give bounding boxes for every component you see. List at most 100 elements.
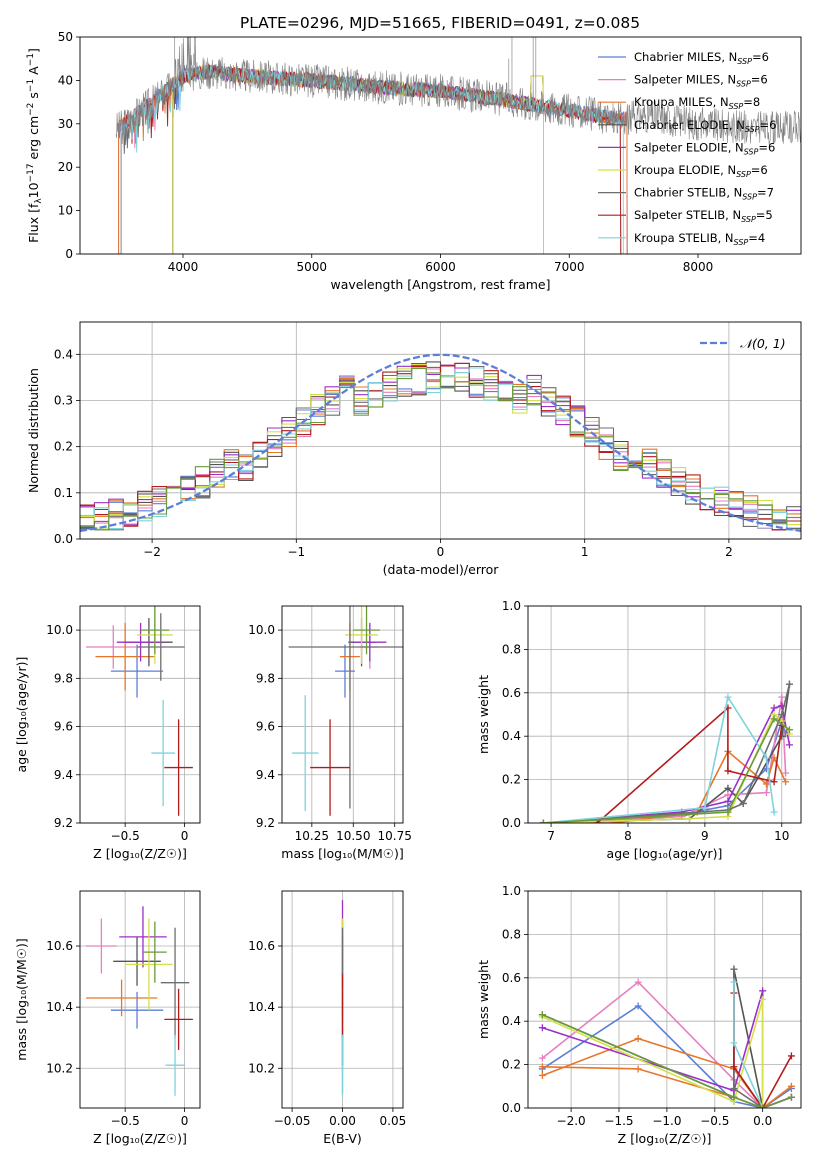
legend-label: Salpeter MILES, NSSP=6 [634, 73, 768, 89]
y-tick-label: 0 [65, 247, 73, 261]
x-tick-label: 10.75 [378, 829, 412, 843]
y-axis-label: mass [log₁₀(M/M☉)] [14, 938, 29, 1060]
axes-frame [281, 890, 404, 1109]
mass-weight-marker [724, 808, 732, 816]
y-tick-label: 9.6 [256, 720, 275, 734]
errorbar-point [164, 988, 193, 1050]
mass-weight-marker [782, 778, 790, 786]
mass-weight-line [543, 696, 787, 823]
model-spectrum-line [120, 64, 622, 254]
mass-weight-marker [762, 754, 770, 762]
y-tick-label: 0.6 [502, 971, 521, 985]
axes-frame [527, 605, 802, 824]
panel-mass-vs-Z: −0.5 0 10.2 10.4 10.6 Z [log₁₀(Z/Z☉)] mass [lo… [14, 890, 201, 1146]
errorbar-point [353, 622, 387, 662]
panel-spectrum: 4000 5000 6000 7000 8000 0 10 20 30 40 50 wavelengt… [26, 30, 802, 292]
y-tick-label: 10.0 [46, 623, 73, 637]
mass-weight-marker [778, 711, 786, 718]
legend-label: Kroupa MILES, NSSP=8 [634, 95, 760, 111]
mass-weight-line [542, 999, 764, 1108]
plot-area [538, 965, 795, 1108]
mass-weight-marker [787, 1093, 795, 1101]
y-tick-label: 10 [58, 204, 73, 218]
y-tick-label: 9.4 [256, 768, 275, 782]
errorbar-point [137, 613, 185, 681]
mass-weight-marker [730, 1093, 738, 1101]
mass-weight-marker [762, 789, 770, 797]
mass-weight-marker [685, 815, 693, 823]
x-tick-label: 8000 [683, 260, 714, 274]
y-tick-label: 10.4 [248, 1000, 275, 1014]
x-tick-label: 7 [547, 829, 555, 843]
y-tick-label: 30 [58, 117, 73, 131]
model-spectrum-line [120, 64, 624, 254]
mass-weight-marker [787, 1052, 795, 1060]
x-tick-label: −1 [287, 545, 305, 559]
mass-weight-line [596, 706, 783, 823]
mass-weight-marker [770, 715, 778, 723]
panel-age-vs-mass: 10.25 10.50 10.75 9.2 9.4 9.6 9.8 10.0 mass [log… [248, 605, 412, 861]
x-tick-label: 10.25 [295, 829, 329, 843]
errorbar-point [151, 700, 176, 807]
y-tick-label: 0.2 [502, 773, 521, 787]
errorbar-point [164, 719, 193, 816]
errorbar-point [140, 606, 170, 655]
x-tick-label: 6000 [425, 260, 456, 274]
x-tick-label: 8 [624, 829, 632, 843]
mass-weight-marker [724, 767, 732, 775]
y-tick-label: 10.2 [248, 1061, 275, 1075]
legend-label: Salpeter STELIB, NSSP=5 [634, 208, 773, 224]
mass-weight-marker [730, 978, 738, 986]
mass-weight-marker [770, 754, 778, 762]
x-axis-label: Z [log₁₀(Z/Z☉)] [93, 1131, 187, 1146]
y-tick-label: 9.2 [256, 816, 275, 830]
errorbar-point [291, 695, 319, 811]
legend-label: Salpeter ELODIE, NSSP=6 [634, 140, 775, 156]
y-tick-label: 50 [58, 30, 73, 44]
mass-weight-marker [538, 1054, 546, 1062]
y-tick-label: 0.0 [502, 1101, 521, 1115]
mass-weight-marker [785, 680, 793, 688]
errorbar-point [160, 927, 190, 1038]
y-tick-label: 9.4 [54, 768, 73, 782]
legend: 𝒩(0, 1) [700, 336, 786, 351]
y-tick-label: 0.3 [54, 393, 73, 407]
mass-weight-marker [593, 819, 601, 823]
mass-weight-marker [730, 1039, 738, 1047]
plot-area [539, 680, 793, 823]
legend-label: 𝒩(0, 1) [740, 336, 786, 351]
y-axis-label: mass weight [476, 960, 491, 1039]
plot-area [80, 353, 801, 533]
mass-weight-marker [634, 1035, 642, 1043]
y-tick-label: 0.4 [502, 729, 521, 743]
mass-weight-marker [785, 741, 793, 749]
mass-weight-marker [759, 987, 767, 995]
mass-weight-line [543, 683, 791, 823]
legend-label: Kroupa STELIB, NSSP=4 [634, 231, 765, 247]
axes-frame [79, 890, 201, 1109]
mass-weight-marker [770, 704, 778, 712]
mass-weight-marker [634, 1065, 642, 1073]
y-tick-label: 9.8 [256, 671, 275, 685]
mass-weight-line [543, 683, 791, 823]
errorbar-point [85, 625, 141, 669]
mass-weight-marker [538, 1071, 546, 1079]
y-tick-label: 0.4 [54, 347, 73, 361]
legend: Chabrier MILES, NSSP=6 Salpeter MILES, NS… [598, 50, 776, 247]
mass-weight-marker [634, 978, 642, 986]
plot-area [288, 606, 403, 816]
x-tick-label: 2 [725, 545, 733, 559]
residual-histogram-step [80, 364, 801, 531]
x-tick-label: −0.5 [111, 829, 140, 843]
errorbar-point [116, 622, 165, 662]
errorbar-point [110, 644, 164, 698]
axes-frame [79, 605, 201, 824]
mass-weight-marker [759, 1104, 767, 1108]
legend-label: Chabrier STELIB, NSSP=7 [634, 186, 774, 202]
y-axis-label: Normed distribution [26, 368, 41, 493]
mass-weight-marker [724, 784, 732, 792]
plot-area [85, 906, 193, 1096]
x-tick-label: 7000 [554, 260, 585, 274]
observed-spectrum-line [115, 37, 801, 145]
y-tick-label: 0.2 [502, 1058, 521, 1072]
